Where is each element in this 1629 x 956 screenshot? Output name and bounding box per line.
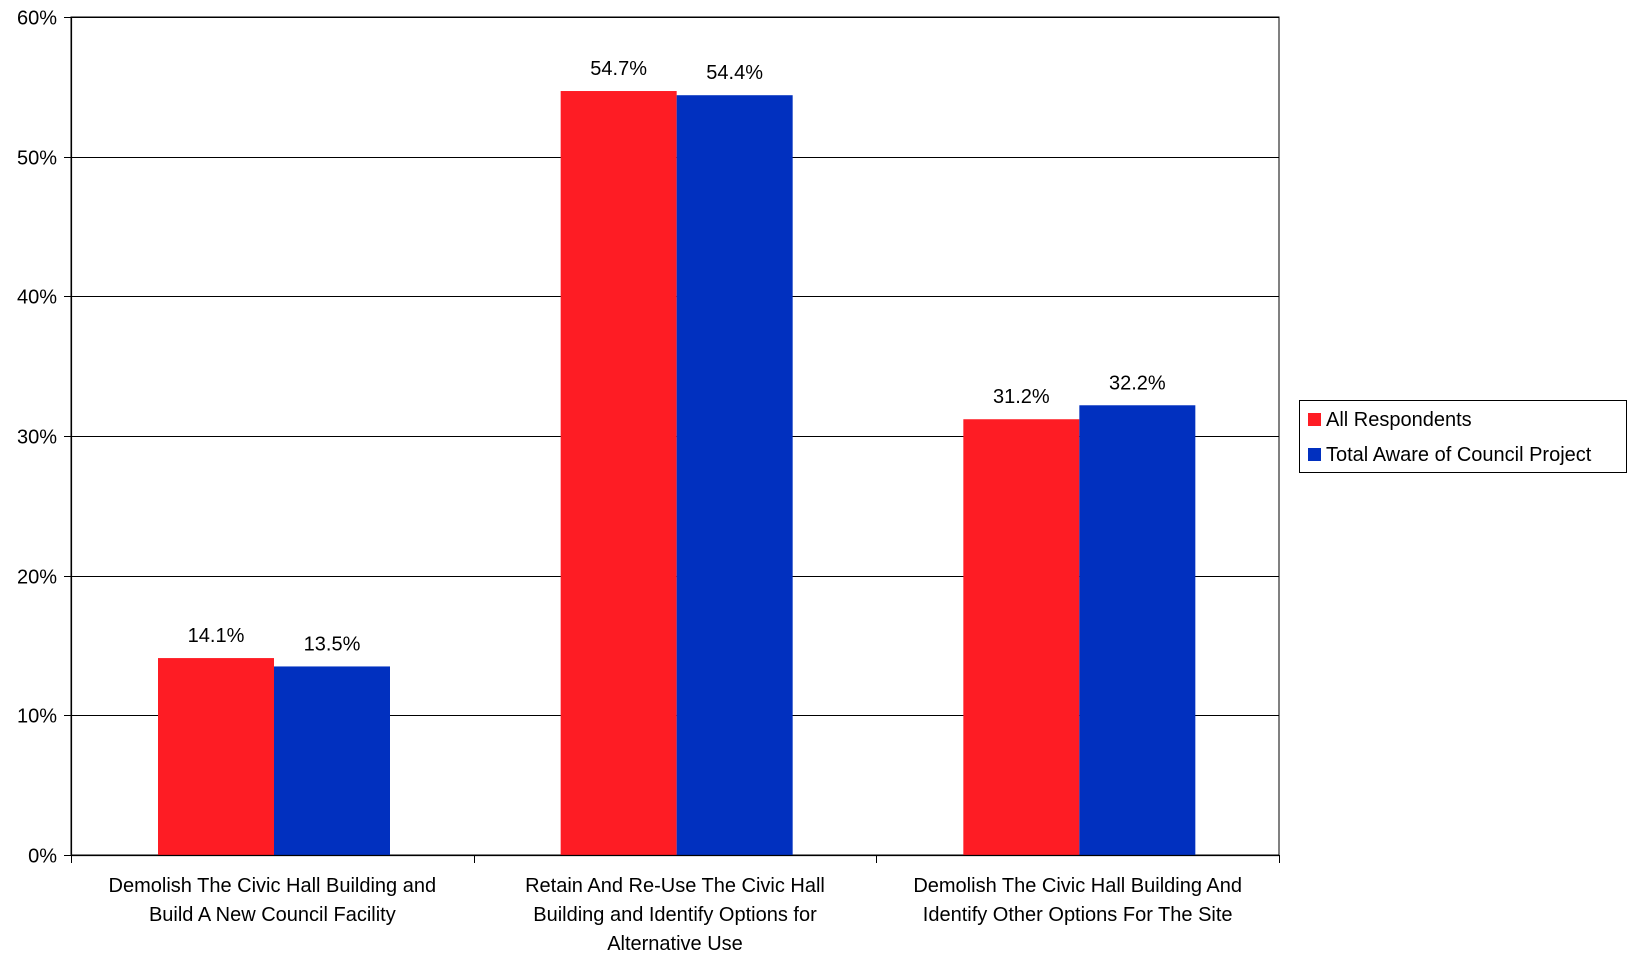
bars: [158, 91, 1196, 856]
y-tick-label: 60%: [17, 8, 57, 30]
bar: [1079, 405, 1196, 855]
labels: 0% 10% 20% 30% 40% 50% 60% 14.1% 13.5% Demolish T…: [17, 8, 1242, 956]
y-tick-label: 50%: [17, 148, 57, 170]
bar: [963, 419, 1080, 855]
bar: [560, 91, 677, 856]
data-label: 32.2%: [1109, 372, 1166, 394]
x-category-label: Demolish The Civic Hall Building And Iden…: [913, 875, 1242, 926]
y-tick-label: 40%: [17, 287, 57, 309]
bar: [274, 666, 390, 855]
legend-swatch: [1308, 448, 1321, 461]
legend-label: All Respondents: [1326, 409, 1472, 431]
y-tick-label: 0%: [28, 846, 57, 868]
legend-box: [1299, 400, 1627, 473]
data-label: 54.7%: [590, 58, 647, 80]
data-label: 13.5%: [304, 633, 361, 655]
y-tick-label: 20%: [17, 567, 57, 589]
y-tick-label: 30%: [17, 427, 57, 449]
bar: [158, 658, 274, 855]
bar: [676, 95, 793, 856]
legend: All Respondents Total Aware of Council Pr…: [1299, 400, 1627, 473]
legend-swatch: [1308, 413, 1321, 426]
legend-label: Total Aware of Council Project: [1326, 444, 1592, 466]
y-tick-label: 10%: [17, 706, 57, 728]
data-label: 14.1%: [188, 625, 245, 647]
x-category-label: Demolish The Civic Hall Building and Buil…: [109, 875, 437, 926]
data-label: 54.4%: [706, 62, 763, 84]
data-label: 31.2%: [993, 386, 1050, 408]
x-category-label: Retain And Re-Use The Civic Hall Building…: [525, 875, 825, 951]
axes: [64, 17, 1280, 863]
